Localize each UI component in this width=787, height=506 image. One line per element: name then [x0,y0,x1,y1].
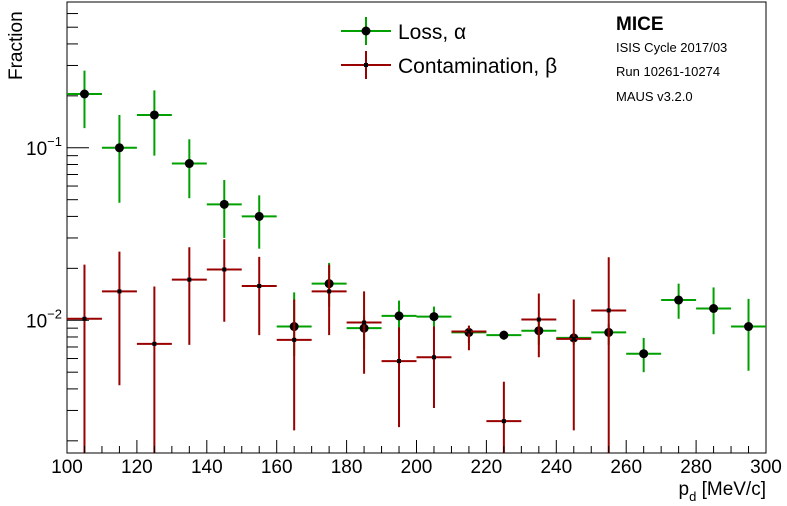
point-marker [184,159,194,169]
point-marker [114,143,124,153]
data-point [626,337,662,373]
data-point [486,381,522,453]
x-axis-title: pd [MeV/c] [679,479,767,504]
data-point [67,70,102,129]
data-point [556,299,592,431]
data-point [731,298,766,371]
series-loss [67,70,766,373]
point-marker [499,330,509,340]
point-marker [219,199,229,209]
x-tick-label: 140 [191,457,223,478]
point-marker [117,289,122,294]
data-point [136,90,172,156]
point-marker [639,349,649,359]
point-marker [571,336,576,341]
data-point [696,287,732,335]
x-axis-title-main: p [679,479,690,500]
data-point [346,291,382,374]
data-point [311,264,347,336]
data-point [171,139,207,199]
legend-label: Contamination, β [398,55,557,78]
x-tick-label: 240 [540,457,572,478]
info-line-cycle: ISIS Cycle 2017/03 [616,40,727,55]
point-marker [152,341,157,346]
point-marker [82,316,87,321]
data-point [171,247,207,345]
x-tick-label: 200 [401,457,433,478]
point-marker [501,419,506,424]
point-marker [222,267,227,272]
point-marker [257,283,262,288]
data-point [521,293,557,358]
point-marker [394,311,404,321]
point-marker [709,303,719,313]
data-point [381,327,417,428]
data-point [591,257,627,453]
x-tick-label: 260 [610,457,642,478]
x-tick-label: 220 [471,457,503,478]
point-marker [674,295,684,305]
legend: Loss, α Contamination, β [341,17,557,79]
point-marker [327,289,332,294]
point-marker [79,89,89,99]
point-marker [397,359,402,364]
x-tick-label: 180 [331,457,363,478]
legend-entry: Contamination, β [341,51,557,79]
data-point [381,300,417,333]
info-line-software: MAUS v3.2.0 [616,89,693,104]
point-marker [149,110,159,120]
y-tick-label: 10−2 [26,306,62,332]
y-axis-title: Fraction [6,11,27,80]
legend-marker [364,63,368,67]
point-marker [744,322,754,332]
data-point [486,330,522,340]
point-marker [431,355,436,360]
data-point [451,325,487,351]
data-point [206,239,242,322]
data-point [101,114,137,203]
x-tick-label: 100 [51,457,83,478]
point-marker [187,277,192,282]
x-tick-label: 120 [121,457,153,478]
data-point [416,306,452,330]
point-marker [536,317,541,322]
legend-label: Loss, α [398,21,466,44]
x-tick-label: 300 [750,457,782,478]
info-box: MICE ISIS Cycle 2017/03 Run 10261-10274 … [616,14,727,104]
data-point [661,283,697,319]
info-line-runs: Run 10261-10274 [616,64,720,79]
legend-entry: Loss, α [341,17,466,45]
legend-marker [361,26,371,36]
data-point [136,286,172,453]
x-axis-title-subscript: d [689,489,696,504]
data-point [67,264,102,453]
axis-layer: 100 120 140 160 180 200 220 240 260 280 300 10−1 10−… [26,13,782,478]
x-tick-label: 280 [680,457,712,478]
point-marker [466,329,471,334]
point-marker [254,211,264,221]
x-axis-title-unit: [MeV/c] [696,479,766,500]
point-marker [292,337,297,342]
series-contamination [67,239,627,453]
series-layer [67,70,766,453]
y-tick-label: 10−1 [26,134,62,160]
data-point [241,256,277,336]
data-point [416,326,452,408]
data-point [206,180,242,238]
point-marker [429,312,439,322]
x-tick-label: 160 [261,457,293,478]
info-title: MICE [616,14,664,35]
data-point [101,251,137,386]
point-marker [362,320,367,325]
point-marker [606,308,611,313]
data-point [241,195,277,249]
data-point [276,299,312,431]
